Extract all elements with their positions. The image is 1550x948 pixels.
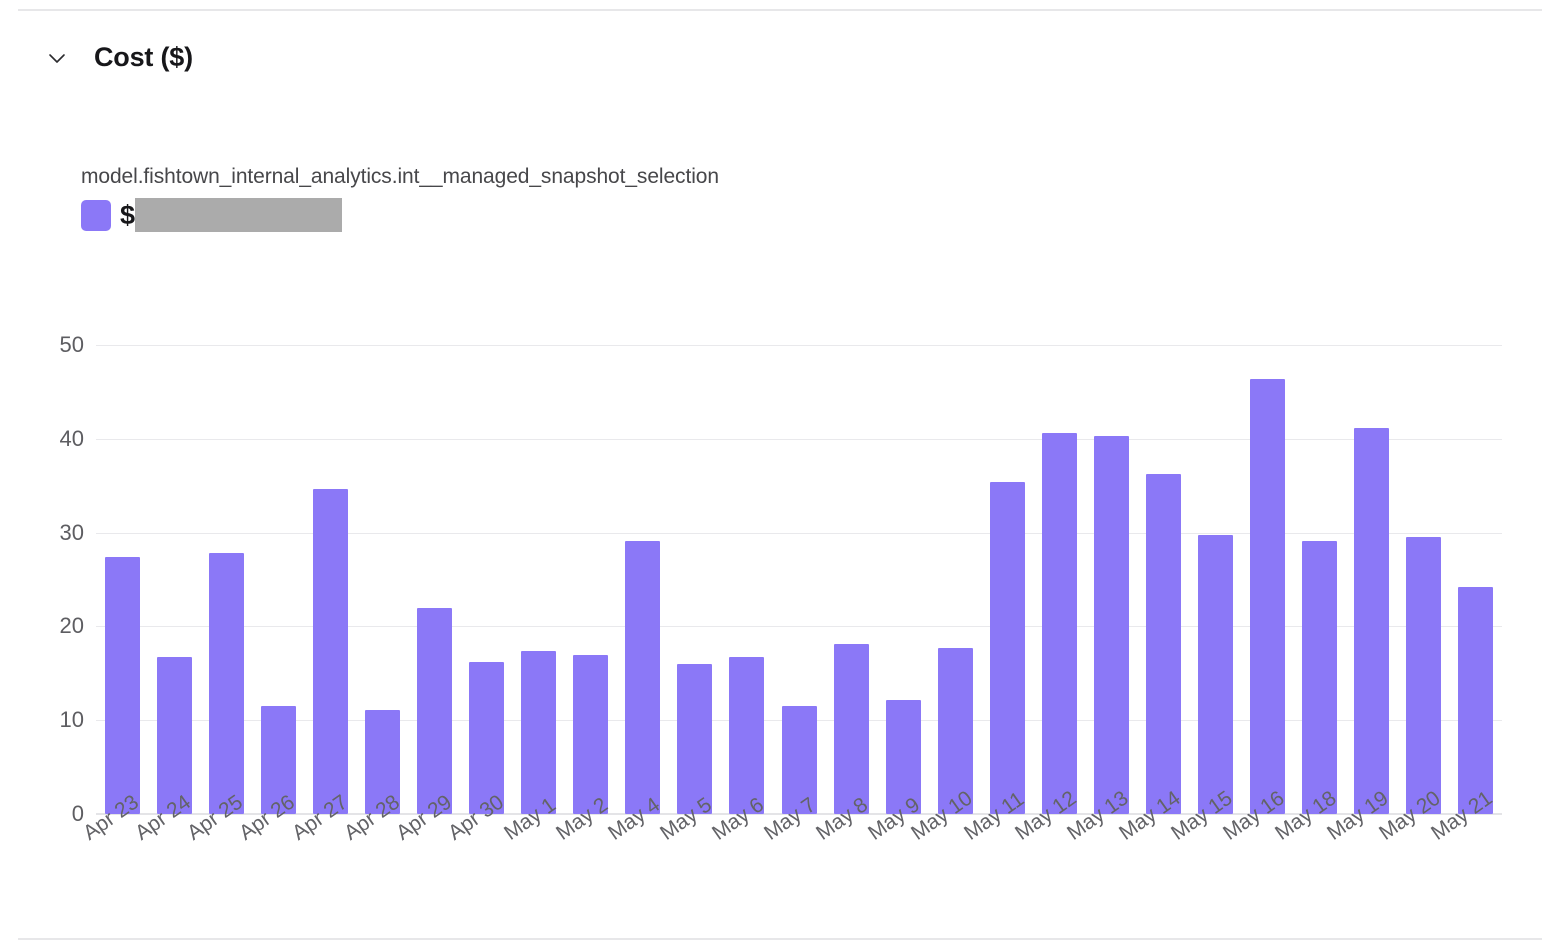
x-axis-tick-label: May 11	[960, 787, 1029, 845]
y-axis-tick-label: 50	[59, 332, 84, 357]
x-axis-tick-label: May 1	[499, 793, 560, 845]
x-axis-tick-label: Apr 27	[287, 790, 352, 845]
bar[interactable]	[1302, 541, 1338, 814]
bar[interactable]	[573, 654, 609, 814]
x-axis-tick-label: May 5	[656, 793, 717, 845]
x-axis-tick-label: Apr 30	[443, 790, 508, 845]
bar[interactable]	[469, 662, 505, 814]
panel-top-divider	[18, 9, 1542, 11]
bar[interactable]	[677, 663, 713, 814]
bar[interactable]	[312, 488, 348, 814]
bar[interactable]	[625, 541, 661, 814]
gridline	[96, 532, 1502, 534]
bar[interactable]	[885, 699, 921, 814]
x-axis-tick-label: Apr 26	[235, 790, 300, 845]
bar[interactable]	[781, 706, 817, 814]
y-axis-tick-label: 40	[59, 425, 84, 451]
x-axis-tick-label: Apr 24	[131, 790, 196, 845]
page-title: Cost ($)	[94, 42, 193, 72]
bar[interactable]	[1458, 587, 1494, 814]
gridline	[96, 438, 1502, 440]
x-axis-tick-label: May 8	[812, 793, 873, 845]
bar[interactable]	[1198, 535, 1234, 814]
bar[interactable]	[364, 709, 400, 814]
x-axis-tick-label: May 14	[1114, 786, 1185, 845]
y-axis-tick-label: 30	[59, 519, 84, 545]
bar-series	[96, 345, 1502, 814]
bar[interactable]	[521, 650, 557, 814]
x-axis-tick-label: May 7	[760, 793, 821, 845]
x-axis-labels: Apr 23 Apr 24 Apr 25 Apr 26 Apr 27 Apr 28 Apr …	[79, 786, 1502, 924]
chevron-down-icon[interactable]	[44, 45, 70, 71]
series-legend-block: model.fishtown_internal_analytics.int__m…	[81, 163, 719, 232]
bar[interactable]	[989, 481, 1025, 814]
legend-row[interactable]: $	[81, 198, 719, 232]
bar[interactable]	[833, 644, 869, 814]
series-name-label: model.fishtown_internal_analytics.int__m…	[81, 165, 719, 188]
bar[interactable]	[416, 607, 452, 814]
x-axis-tick-label: May 10	[906, 786, 977, 845]
x-axis-tick-label: May 16	[1219, 786, 1289, 845]
y-axis-tick-label: 20	[59, 613, 84, 639]
x-axis-tick-label: Apr 23	[79, 790, 144, 845]
bar[interactable]	[104, 557, 140, 814]
x-axis-tick-label: May 13	[1062, 786, 1133, 845]
cost-section-header[interactable]: Cost ($)	[44, 42, 193, 73]
bar[interactable]	[208, 553, 244, 814]
bar[interactable]	[1250, 378, 1286, 814]
x-axis-tick-label: May 15	[1167, 786, 1237, 845]
gridline	[96, 626, 1502, 628]
panel-bottom-divider	[18, 938, 1542, 940]
y-axis-tick-label: 0	[71, 801, 84, 826]
x-axis-tick-label: May 6	[708, 793, 769, 845]
plot-area	[96, 345, 1502, 815]
bar[interactable]	[1146, 473, 1182, 814]
x-axis-tick-label: May 19	[1323, 786, 1393, 845]
bar[interactable]	[937, 647, 973, 814]
gridline	[96, 345, 1502, 346]
y-axis-labels: 0 10 20 30 40 50	[36, 332, 84, 826]
gridline	[96, 720, 1502, 722]
x-axis-tick-label: May 20	[1375, 786, 1445, 845]
x-axis-tick-label: Apr 29	[391, 790, 456, 845]
bar[interactable]	[1406, 537, 1442, 814]
legend-currency-symbol: $	[120, 199, 136, 230]
x-axis-line	[96, 813, 1502, 815]
x-axis-tick-label: May 9	[864, 793, 925, 845]
x-axis-tick-label: May 12	[1010, 786, 1081, 845]
x-axis-tick-label: Apr 25	[183, 790, 248, 845]
bar[interactable]	[1354, 427, 1390, 814]
legend-color-swatch	[81, 199, 111, 231]
x-axis-tick-label: Apr 28	[339, 790, 404, 845]
bar[interactable]	[1093, 436, 1129, 814]
bar[interactable]	[260, 706, 296, 814]
x-axis-tick-label: May 18	[1271, 786, 1341, 845]
legend-redacted-value	[135, 198, 343, 232]
x-axis-tick-label: May 2	[552, 793, 613, 845]
bar[interactable]	[729, 657, 765, 814]
bar[interactable]	[156, 657, 192, 814]
x-axis-tick-label: May 21	[1427, 786, 1498, 845]
y-axis-tick-label: 10	[59, 707, 84, 733]
bar[interactable]	[1041, 433, 1077, 814]
x-axis-tick-label: May 4	[604, 793, 665, 845]
